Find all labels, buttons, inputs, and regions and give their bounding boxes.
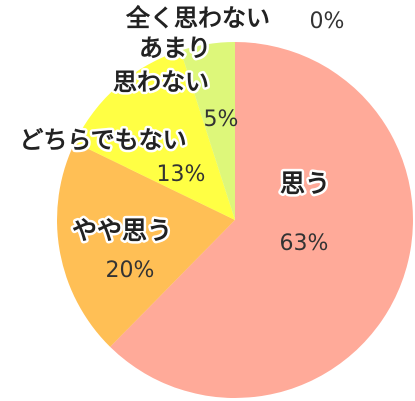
slice-label-dochira-demo-nai: どちらでもない <box>19 126 186 154</box>
slice-value-dochira-demo-nai: 13% <box>157 162 206 187</box>
slice-value-yaya-omou: 20% <box>106 258 155 283</box>
slice-value-mattaku: 0% <box>310 9 345 34</box>
pie-slice-dochira-demo-nai <box>74 50 235 220</box>
slice-label-amari-line2: 思わない <box>113 68 209 96</box>
pie-slice-amari <box>180 42 235 220</box>
pie-slice-yaya-omou <box>57 142 235 347</box>
pie-slice-omou <box>110 42 414 398</box>
slice-label-yaya-omou: やや思う <box>72 216 172 245</box>
slice-label-amari-line1: あまり <box>139 34 211 62</box>
pie-slices <box>57 42 414 398</box>
slice-value-omou: 63% <box>280 231 329 256</box>
slice-label-omou: 思う <box>280 169 330 198</box>
slice-value-amari: 5% <box>204 107 239 132</box>
slice-label-mattaku: 全く思わない <box>125 4 270 32</box>
